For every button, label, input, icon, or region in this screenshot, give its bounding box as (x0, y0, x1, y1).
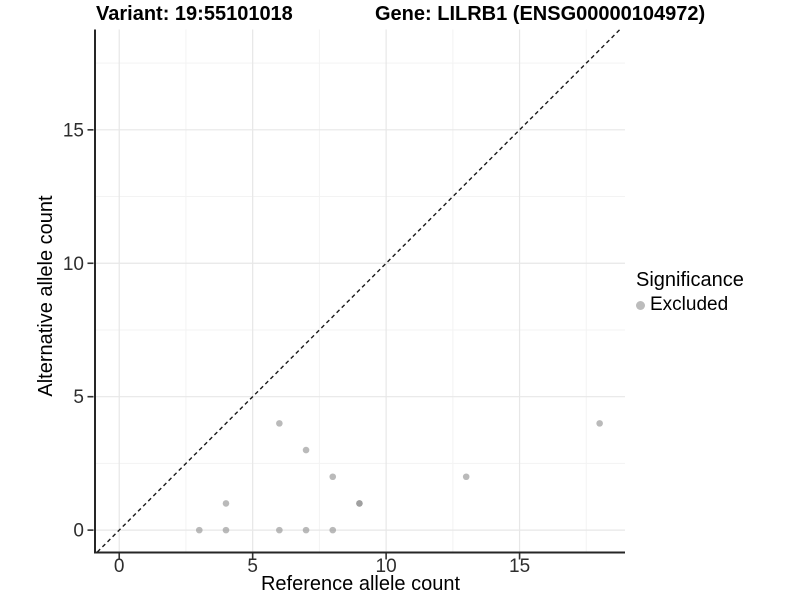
legend-point-icon (636, 300, 645, 310)
data-point (596, 420, 603, 427)
data-point (302, 446, 310, 454)
data-point (195, 526, 203, 534)
x-axis-title: Reference allele count (260, 573, 460, 595)
variant-title: Variant: 19:55101018 (96, 3, 293, 25)
data-point (302, 526, 310, 534)
y-axis-title: Alternative allele count (35, 195, 57, 397)
data-point (329, 526, 337, 534)
data-point (276, 526, 283, 534)
legend-item-label: Excluded (650, 294, 729, 315)
x-tick-label: 15 (509, 556, 530, 577)
data-point (276, 420, 283, 427)
data-point (462, 473, 470, 481)
legend-item-excluded: Excluded (636, 294, 744, 316)
data-point (329, 473, 337, 481)
legend-title: Significance (636, 269, 744, 291)
y-tick-label: 15 (63, 120, 84, 141)
data-point (356, 500, 363, 507)
gene-title: Gene: LILRB1 (ENSG00000104972) (375, 3, 706, 25)
identity-line (96, 29, 621, 553)
y-tick-label: 5 (73, 387, 84, 408)
x-tick-label: 5 (247, 556, 258, 577)
y-tick-label: 0 (73, 521, 84, 542)
x-tick-label: 10 (376, 556, 397, 577)
legend: Significance Excluded (636, 269, 744, 316)
data-point (222, 526, 230, 534)
y-tick-label: 10 (63, 254, 84, 275)
x-tick-label: 0 (114, 556, 125, 577)
data-point (222, 500, 230, 507)
